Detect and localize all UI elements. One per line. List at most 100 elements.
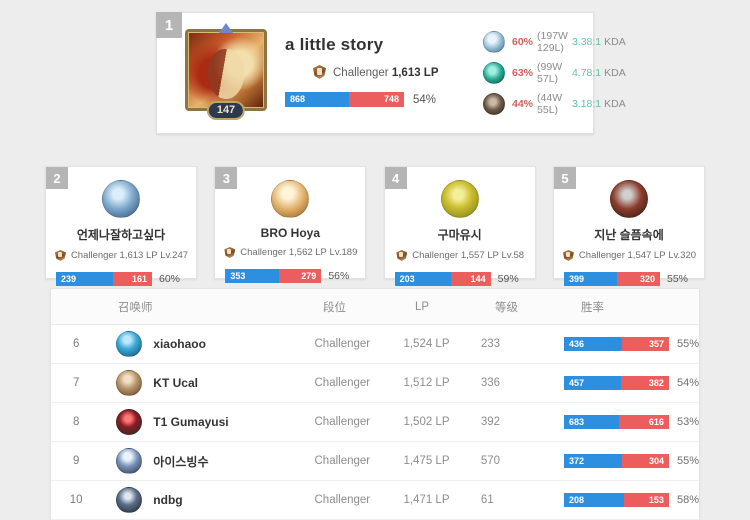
wins-segment: 203 xyxy=(394,272,451,286)
hero-avatar-container: 147 xyxy=(185,29,267,120)
champion-record: (99W 57L) xyxy=(537,61,563,85)
champion-stat-row: 63% (99W 57L) 4.78:1 KDA xyxy=(483,60,626,86)
row-level: 336 xyxy=(480,377,500,389)
champion-icon-1 xyxy=(483,31,505,53)
summoner-avatar-icon xyxy=(271,180,310,218)
wins-segment: 436 xyxy=(563,337,622,351)
tier-label: Challenger xyxy=(240,247,287,258)
summoner-avatar-icon xyxy=(116,409,143,435)
table-row[interactable]: 10 ndbg Challenger 1,471 LP 61 208 153 5… xyxy=(51,481,699,520)
wins-segment: 868 xyxy=(285,92,349,107)
row-rank: 6 xyxy=(72,338,80,350)
row-lp: 1,524 LP xyxy=(403,338,450,350)
hero-info: a little story Challenger 1,613 LP 868 7… xyxy=(285,21,471,107)
row-summoner-name[interactable]: T1 Gumayusi xyxy=(153,415,229,429)
lp-value: 1,562 LP xyxy=(288,247,327,258)
losses-segment: 279 xyxy=(278,269,322,283)
row-summoner-name[interactable]: KT Ucal xyxy=(153,376,198,390)
table-row[interactable]: 9 아이스빙수 Challenger 1,475 LP 570 372 304 … xyxy=(51,442,699,481)
champion-kda-label: KDA xyxy=(604,36,626,48)
winrate-value: 60% xyxy=(159,273,181,285)
row-level: 61 xyxy=(480,494,494,506)
row-summoner[interactable]: KT Ucal xyxy=(101,370,314,396)
row-winrate-value: 55% xyxy=(676,338,699,350)
hero-tier-label: Challenger xyxy=(333,66,389,79)
row-lp: 1,475 LP xyxy=(403,455,450,467)
row-level: 233 xyxy=(480,338,500,350)
row-winrate: 208 153 58% xyxy=(563,493,699,507)
row-rank: 10 xyxy=(69,494,83,506)
top-ranked-player-card[interactable]: 147 a little story Challenger 1,613 LP 8… xyxy=(156,12,626,134)
row-summoner[interactable]: xiaohaoo xyxy=(101,331,314,357)
row-lp: 1,512 LP xyxy=(403,377,450,389)
row-summoner-name[interactable]: ndbg xyxy=(153,493,183,507)
row-lp: 1,502 LP xyxy=(403,416,450,428)
hero-summoner-name[interactable]: a little story xyxy=(285,35,384,54)
row-winrate-value: 53% xyxy=(676,416,699,428)
wins-segment: 353 xyxy=(225,269,279,283)
row-summoner-name[interactable]: xiaohaoo xyxy=(153,337,206,351)
tier-line: Challenger 1,613 LP Lv.247 xyxy=(46,249,196,262)
winrate-value: 55% xyxy=(666,273,688,285)
winloss-bar: 203 144 xyxy=(394,272,491,286)
column-header-summoner[interactable]: 召唤师 xyxy=(118,301,153,314)
row-summoner[interactable]: 아이스빙수 xyxy=(101,448,314,474)
player-card-4[interactable]: 4 구마유시 Challenger 1,557 LP Lv.58 203 144… xyxy=(383,166,536,286)
column-header-tier[interactable]: 段位 xyxy=(323,301,346,314)
losses-segment: 304 xyxy=(621,454,669,468)
player-card-5[interactable]: 5 지난 슬픔속에 Challenger 1,547 LP Lv.320 399… xyxy=(552,166,705,286)
column-header-lp[interactable]: LP xyxy=(415,300,430,313)
row-tier: Challenger xyxy=(314,377,371,389)
table-row[interactable]: 6 xiaohaoo Challenger 1,524 LP 233 436 3… xyxy=(51,325,699,364)
summoner-name[interactable]: 지난 슬픔속에 xyxy=(594,228,664,242)
ranked-player-cards: 2 언제나잘하고싶다 Challenger 1,613 LP Lv.247 23… xyxy=(45,166,705,286)
summoner-name[interactable]: 언제나잘하고싶다 xyxy=(76,228,166,242)
row-winrate: 372 304 55% xyxy=(563,454,699,468)
summoner-name[interactable]: BRO Hoya xyxy=(260,226,320,240)
row-lp: 1,471 LP xyxy=(403,494,450,506)
champion-winrate: 63% xyxy=(512,67,534,79)
summoner-avatar-icon xyxy=(102,180,140,218)
lp-value: 1,557 LP xyxy=(460,250,499,261)
row-tier: Challenger xyxy=(314,455,371,467)
hero-tier-line: Challenger 1,613 LP xyxy=(311,64,471,81)
player-card-3[interactable]: 3 BRO Hoya Challenger 1,562 LP Lv.189 35… xyxy=(214,166,367,283)
champion-winrate: 60% xyxy=(512,36,534,48)
winloss-row: 353 279 56% xyxy=(225,269,365,283)
table-row[interactable]: 8 T1 Gumayusi Challenger 1,502 LP 392 68… xyxy=(51,403,699,442)
losses-segment: 357 xyxy=(621,337,669,351)
table-row[interactable]: 7 KT Ucal Challenger 1,512 LP 336 457 38… xyxy=(51,364,699,403)
hero-winrate-value: 54% xyxy=(413,93,437,106)
summoner-name[interactable]: 구마유시 xyxy=(437,228,482,242)
wins-segment: 239 xyxy=(56,272,114,286)
winrate-value: 56% xyxy=(328,270,350,282)
hero-card-panel[interactable]: 147 a little story Challenger 1,613 LP 8… xyxy=(156,12,626,134)
row-winrate: 436 357 55% xyxy=(563,337,699,351)
column-header-level[interactable]: 等级 xyxy=(495,301,518,314)
losses-segment: 144 xyxy=(450,272,491,286)
row-winrate: 683 616 53% xyxy=(563,415,699,429)
wins-segment: 683 xyxy=(563,415,620,429)
summoner-avatar-icon xyxy=(116,370,143,396)
row-summoner-name[interactable]: 아이스빙수 xyxy=(153,454,209,469)
winloss-bar: 208 153 xyxy=(563,493,669,507)
table-header-row: 召唤师 段位 LP 等级 胜率 xyxy=(51,289,699,325)
column-header-winrate[interactable]: 胜率 xyxy=(581,301,604,314)
row-rank: 9 xyxy=(72,455,80,467)
row-tier: Challenger xyxy=(314,494,371,506)
challenger-emblem-icon xyxy=(311,64,328,81)
tier-label: Challenger xyxy=(70,250,117,261)
tier-line: Challenger 1,557 LP Lv.58 xyxy=(385,249,535,262)
challenger-emblem-icon xyxy=(395,249,408,262)
level-value: Lv.58 xyxy=(501,250,525,261)
player-card-2[interactable]: 2 언제나잘하고싶다 Challenger 1,613 LP Lv.247 23… xyxy=(45,166,197,286)
row-summoner[interactable]: T1 Gumayusi xyxy=(101,409,314,435)
winloss-bar: 683 616 xyxy=(563,415,669,429)
summoner-avatar-icon xyxy=(188,32,264,108)
summoner-avatar-icon xyxy=(116,448,143,474)
row-summoner[interactable]: ndbg xyxy=(101,487,314,513)
row-level: 392 xyxy=(480,416,500,428)
losses-segment: 153 xyxy=(624,493,669,507)
challenger-emblem-icon xyxy=(54,249,67,262)
summoner-level-badge: 147 xyxy=(206,101,246,120)
